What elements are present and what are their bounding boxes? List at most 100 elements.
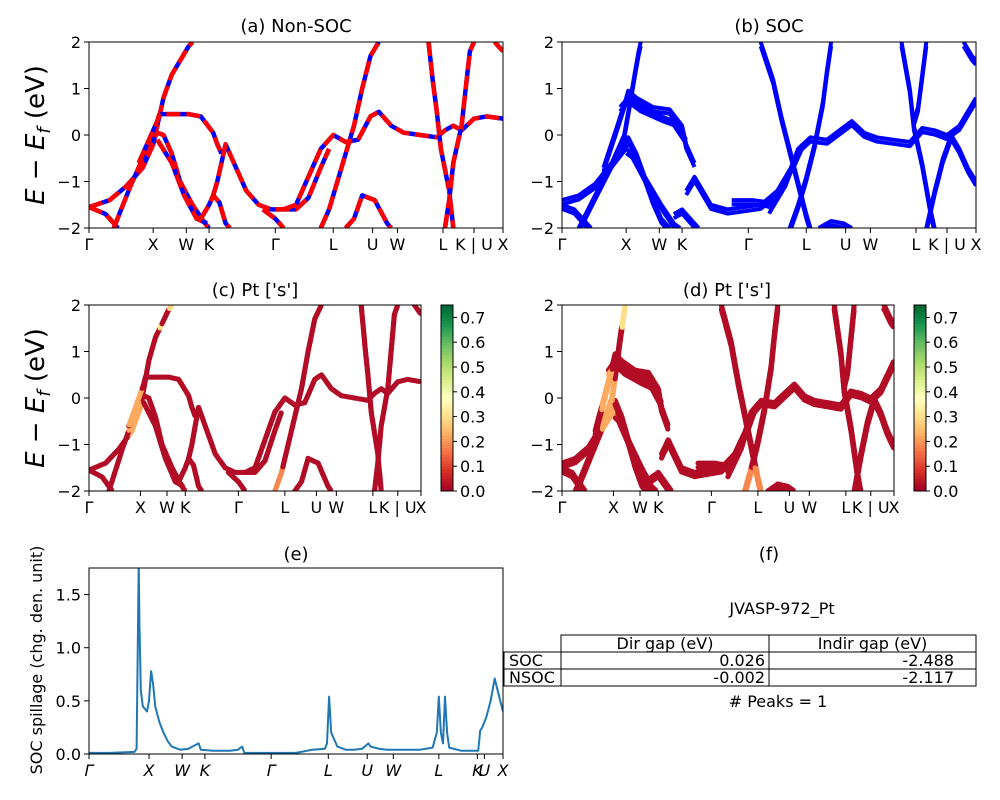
a-band-dashed	[211, 142, 332, 212]
c-colorbar-seg	[441, 329, 453, 334]
b-ytick-label: 0	[544, 126, 554, 145]
c-xtick-label: L	[368, 498, 377, 517]
d-xtick-label: X	[608, 498, 619, 517]
panel-d-plot-area: 210−1−2Γ X W K Γ L U W L K | UX0.70.60.50.40.30.2…	[530, 296, 958, 517]
a-band-dashed	[136, 111, 224, 164]
d-point	[851, 305, 857, 309]
c-frame	[88, 304, 422, 492]
c-xtick-label: W	[159, 498, 175, 517]
b-ytick-label: −1	[530, 173, 554, 192]
c-colorbar-seg	[441, 410, 453, 414]
b-band-line	[672, 207, 701, 228]
d-point	[890, 359, 894, 365]
c-colorbar-seg	[441, 394, 453, 399]
b-band-line-split	[758, 45, 812, 228]
b-band-line	[817, 219, 853, 228]
d-point	[775, 307, 781, 313]
c-colorbar-seg	[441, 429, 453, 433]
c-colorbar-seg	[441, 398, 453, 402]
a-xtick-label: K	[204, 235, 215, 254]
c-point	[198, 487, 204, 491]
b-band-line-split	[911, 45, 929, 126]
b-band-line-split	[822, 223, 849, 228]
c-ytick-label: 1	[71, 343, 81, 362]
b-xtick-label: K	[677, 235, 688, 254]
c-colorbar-seg	[441, 379, 453, 383]
d-point	[665, 426, 671, 432]
b-band-line-split	[767, 100, 976, 215]
b-band-line-split	[961, 45, 976, 67]
d-point	[658, 403, 664, 409]
b-ytick-label: 2	[544, 33, 554, 52]
c-colorbar-seg	[441, 373, 453, 377]
c-colorbar-seg	[441, 487, 453, 492]
c-colorbar-seg	[441, 345, 453, 349]
c-colorbar-seg	[441, 404, 453, 408]
c-colorbar-seg	[441, 320, 453, 325]
c-colorbar-seg	[441, 326, 453, 331]
a-band-dashed	[198, 193, 232, 228]
c-colorbar-seg	[441, 351, 453, 356]
panel-c-title: (c) Pt ['s']	[212, 280, 299, 301]
c-point	[417, 310, 421, 316]
c-colorbar-seg	[441, 413, 453, 418]
d-xtick-label: W	[632, 498, 648, 517]
c-point	[179, 483, 185, 489]
c-colorbar-label: 0.3	[460, 408, 485, 427]
panel-a-ylabel: E − Ef (eV)	[21, 65, 55, 205]
a-xtick-label: W	[390, 235, 406, 254]
c-xtick-label: W	[328, 498, 344, 517]
c-xtick-label: U	[311, 498, 323, 517]
a-xtick-label: U	[367, 235, 379, 254]
c-colorbar-seg	[441, 376, 453, 380]
c-colorbar-seg	[441, 460, 453, 464]
d-point	[622, 305, 628, 309]
c-colorbar-label: 0.2	[460, 432, 485, 451]
c-colorbar-seg	[441, 317, 453, 321]
b-band-line-split	[624, 151, 678, 228]
c-colorbar-label: 0.1	[460, 457, 485, 476]
a-band-dashed	[318, 42, 381, 228]
d-point	[666, 489, 672, 491]
c-points	[89, 305, 421, 491]
c-xtick-label: Γ	[85, 498, 94, 517]
d-points	[562, 305, 894, 491]
b-xtick-label: L	[912, 235, 921, 254]
b-band-line-split	[925, 137, 976, 228]
a-xtick-label: L	[329, 235, 338, 254]
c-colorbar-seg	[441, 484, 453, 489]
panel-c-ylabel: E − Ef (eV)	[21, 328, 55, 468]
b-band-line	[767, 96, 976, 211]
c-point	[318, 305, 324, 309]
b-band-line	[924, 133, 976, 228]
d-point	[580, 489, 586, 491]
a-band-dashed	[261, 207, 286, 228]
c-point	[241, 487, 247, 491]
a-band-dashed	[111, 130, 211, 228]
c-colorbar-seg	[441, 323, 453, 328]
c-colorbar-seg	[441, 453, 453, 458]
c-colorbar-seg	[441, 466, 453, 470]
c-colorbar-seg	[441, 388, 453, 393]
c-colorbar-seg	[441, 382, 453, 387]
c-colorbar-seg	[441, 401, 453, 405]
c-xtick-label: Γ	[234, 498, 243, 517]
c-colorbar-seg	[441, 422, 453, 427]
c-colorbar-seg	[441, 478, 453, 483]
panel-c-pt-s-nonsoc: (c) Pt ['s'] 210−1−2Γ X W K Γ L U W L K | UX0.70.…	[21, 280, 485, 517]
c-colorbar-seg	[441, 354, 453, 359]
b-xtick-label: W	[863, 235, 879, 254]
c-colorbar-seg	[441, 481, 453, 486]
a-ytick-label: 1	[71, 80, 81, 99]
b-frame	[561, 41, 977, 229]
b-band-line	[618, 95, 688, 141]
c-colorbar-seg	[441, 305, 453, 309]
c-colorbar-label: 0.6	[460, 333, 485, 352]
c-colorbar-seg	[441, 425, 453, 430]
c-xtick-label: K	[180, 498, 191, 517]
b-xtick-label: L	[802, 235, 811, 254]
c-xtick-label: L	[280, 498, 289, 517]
b-xtick-label: Γ	[558, 235, 567, 254]
d-point	[790, 487, 796, 491]
